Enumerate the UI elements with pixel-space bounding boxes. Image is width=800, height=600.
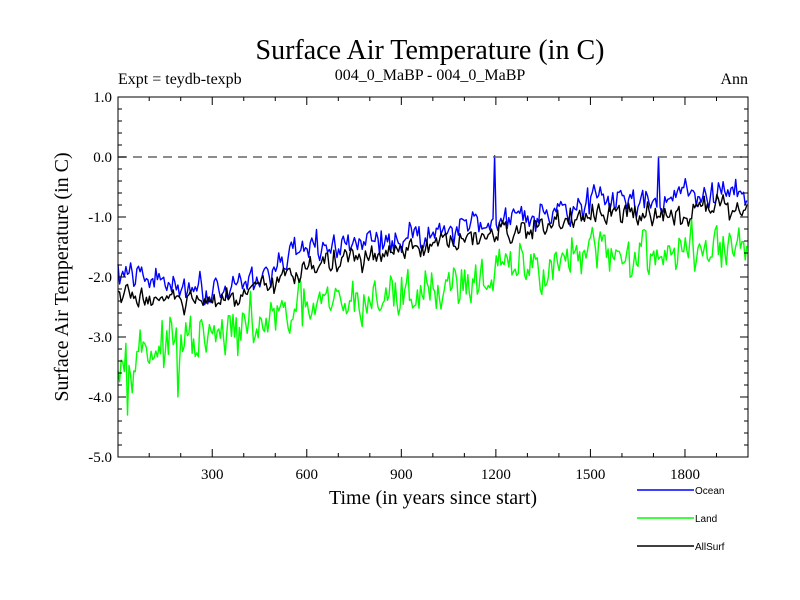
x-tick-label: 600 xyxy=(296,467,319,483)
y-tick-label: 1.0 xyxy=(93,90,112,106)
axis-ticks xyxy=(118,96,748,458)
season-label: Ann xyxy=(720,71,748,88)
y-tick-label: -5.0 xyxy=(88,450,112,466)
y-axis-label: Surface Air Temperature (in C) xyxy=(51,152,73,401)
legend-label-allsurf: AllSurf xyxy=(695,542,725,553)
x-tick-label: 1800 xyxy=(670,467,700,483)
experiment-label: Expt = teydb-texpb xyxy=(118,71,242,88)
x-tick-label: 1200 xyxy=(481,467,511,483)
chart-title: Surface Air Temperature (in C) xyxy=(256,35,605,66)
series-line-land xyxy=(117,217,748,416)
x-tick-label: 1500 xyxy=(575,467,605,483)
y-tick-label: -1.0 xyxy=(88,210,112,226)
plot-frame xyxy=(117,96,749,458)
legend-label-ocean: Ocean xyxy=(695,486,724,497)
series-line-allsurf xyxy=(117,193,748,316)
x-axis-label: Time (in years since start) xyxy=(329,487,537,509)
legend-label-land: Land xyxy=(695,514,717,525)
x-tick-label: 900 xyxy=(390,467,413,483)
comparison-label: 004_0_MaBP - 004_0_MaBP xyxy=(335,67,526,84)
tick-labels: 300 600 900 1200 1500 1800 1.0 0.0 -1.0 -2.0 -3.0 -… xyxy=(88,90,700,483)
legend: Ocean Land AllSurf xyxy=(637,486,725,553)
y-tick-label: -4.0 xyxy=(88,390,112,406)
y-tick-label: -3.0 xyxy=(88,330,112,346)
plot-series xyxy=(117,155,748,416)
x-tick-label: 300 xyxy=(201,467,224,483)
y-tick-label: -2.0 xyxy=(88,270,112,286)
series-line-ocean xyxy=(117,155,748,306)
y-tick-label: 0.0 xyxy=(93,150,112,166)
